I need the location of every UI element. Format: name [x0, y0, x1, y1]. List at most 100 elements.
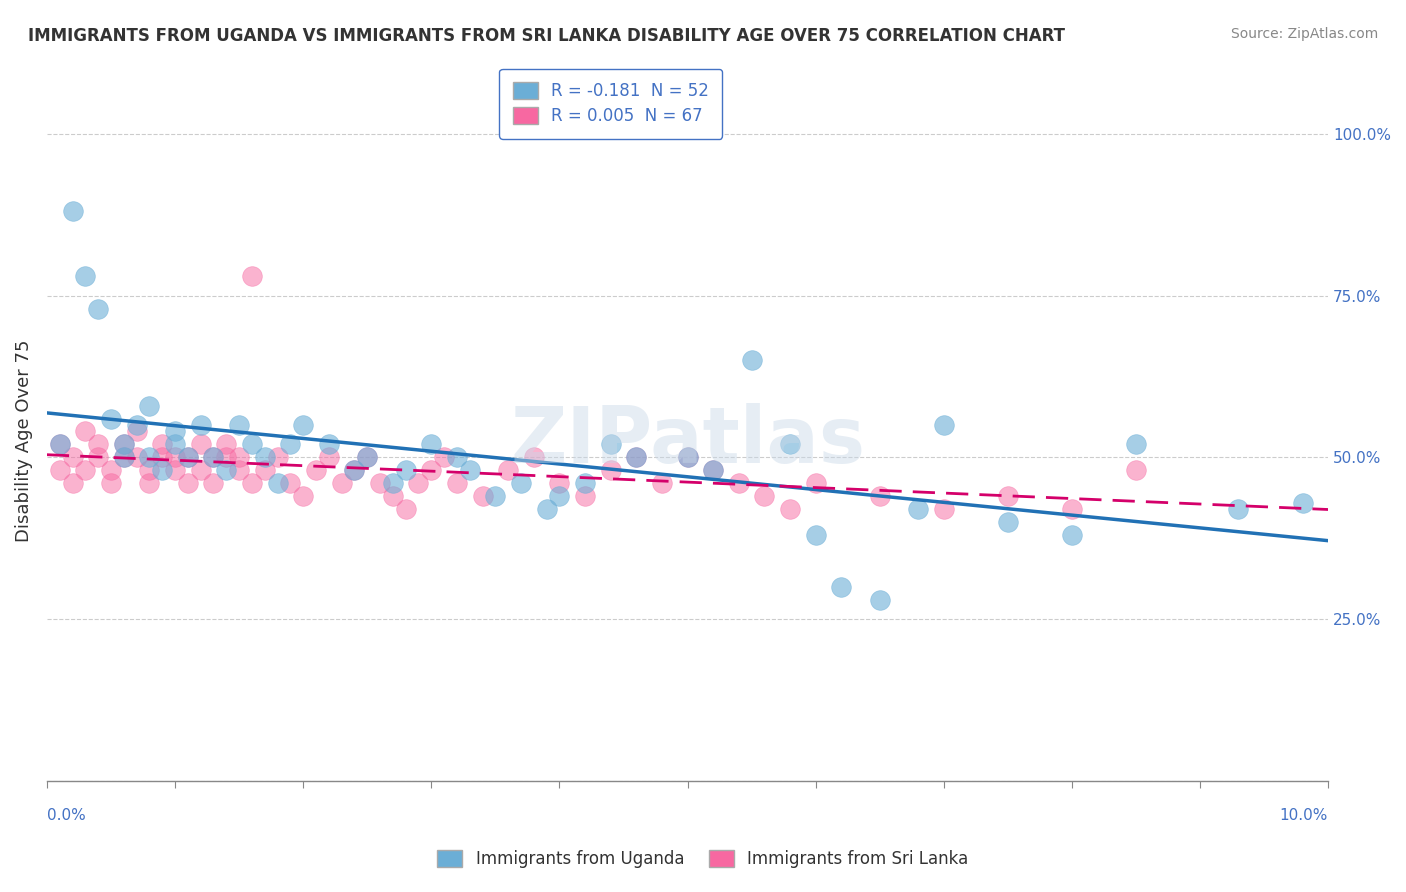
Point	[318, 450, 340, 465]
Point	[87, 301, 110, 316]
Text: Source: ZipAtlas.com: Source: ZipAtlas.com	[1230, 27, 1378, 41]
Point	[48, 463, 70, 477]
Point	[676, 450, 699, 465]
Point	[458, 463, 481, 477]
Point	[278, 437, 301, 451]
Point	[266, 476, 288, 491]
Point	[125, 450, 148, 465]
Point	[163, 450, 186, 465]
Point	[599, 437, 621, 451]
Point	[62, 450, 84, 465]
Point	[932, 417, 955, 432]
Point	[727, 476, 749, 491]
Point	[163, 425, 186, 439]
Point	[163, 437, 186, 451]
Text: 10.0%: 10.0%	[1279, 808, 1329, 823]
Point	[125, 417, 148, 432]
Y-axis label: Disability Age Over 75: Disability Age Over 75	[15, 340, 32, 542]
Point	[702, 463, 724, 477]
Point	[997, 515, 1019, 529]
Point	[138, 399, 160, 413]
Point	[240, 476, 263, 491]
Point	[215, 463, 238, 477]
Point	[48, 437, 70, 451]
Point	[278, 476, 301, 491]
Point	[163, 463, 186, 477]
Point	[177, 450, 200, 465]
Point	[343, 463, 366, 477]
Point	[830, 580, 852, 594]
Point	[253, 463, 276, 477]
Point	[62, 204, 84, 219]
Point	[651, 476, 673, 491]
Text: IMMIGRANTS FROM UGANDA VS IMMIGRANTS FROM SRI LANKA DISABILITY AGE OVER 75 CORRE: IMMIGRANTS FROM UGANDA VS IMMIGRANTS FRO…	[28, 27, 1066, 45]
Point	[228, 463, 250, 477]
Point	[381, 476, 404, 491]
Point	[112, 450, 135, 465]
Legend: R = -0.181  N = 52, R = 0.005  N = 67: R = -0.181 N = 52, R = 0.005 N = 67	[499, 69, 723, 138]
Point	[779, 437, 801, 451]
Point	[177, 450, 200, 465]
Point	[330, 476, 353, 491]
Point	[125, 425, 148, 439]
Point	[626, 450, 648, 465]
Point	[48, 437, 70, 451]
Point	[150, 450, 173, 465]
Point	[202, 450, 225, 465]
Point	[1060, 528, 1083, 542]
Point	[1291, 496, 1313, 510]
Point	[240, 269, 263, 284]
Point	[1125, 463, 1147, 477]
Point	[395, 502, 418, 516]
Point	[305, 463, 328, 477]
Point	[496, 463, 519, 477]
Point	[215, 437, 238, 451]
Point	[599, 463, 621, 477]
Legend: Immigrants from Uganda, Immigrants from Sri Lanka: Immigrants from Uganda, Immigrants from …	[430, 843, 976, 875]
Point	[343, 463, 366, 477]
Point	[177, 476, 200, 491]
Point	[228, 450, 250, 465]
Point	[138, 476, 160, 491]
Point	[240, 437, 263, 451]
Point	[446, 476, 468, 491]
Point	[87, 437, 110, 451]
Point	[754, 489, 776, 503]
Point	[356, 450, 378, 465]
Point	[433, 450, 456, 465]
Point	[548, 489, 571, 503]
Point	[150, 437, 173, 451]
Point	[932, 502, 955, 516]
Point	[292, 489, 315, 503]
Point	[75, 269, 97, 284]
Point	[574, 476, 596, 491]
Point	[190, 417, 212, 432]
Point	[215, 450, 238, 465]
Point	[548, 476, 571, 491]
Text: 0.0%: 0.0%	[46, 808, 86, 823]
Point	[626, 450, 648, 465]
Point	[100, 476, 122, 491]
Point	[1060, 502, 1083, 516]
Point	[190, 437, 212, 451]
Point	[779, 502, 801, 516]
Point	[228, 417, 250, 432]
Point	[804, 476, 827, 491]
Point	[408, 476, 430, 491]
Point	[510, 476, 533, 491]
Point	[202, 450, 225, 465]
Point	[471, 489, 494, 503]
Point	[112, 437, 135, 451]
Point	[381, 489, 404, 503]
Point	[150, 463, 173, 477]
Point	[266, 450, 288, 465]
Point	[202, 476, 225, 491]
Point	[420, 437, 443, 451]
Point	[62, 476, 84, 491]
Point	[536, 502, 558, 516]
Point	[1125, 437, 1147, 451]
Point	[75, 463, 97, 477]
Point	[87, 450, 110, 465]
Point	[1227, 502, 1250, 516]
Point	[100, 411, 122, 425]
